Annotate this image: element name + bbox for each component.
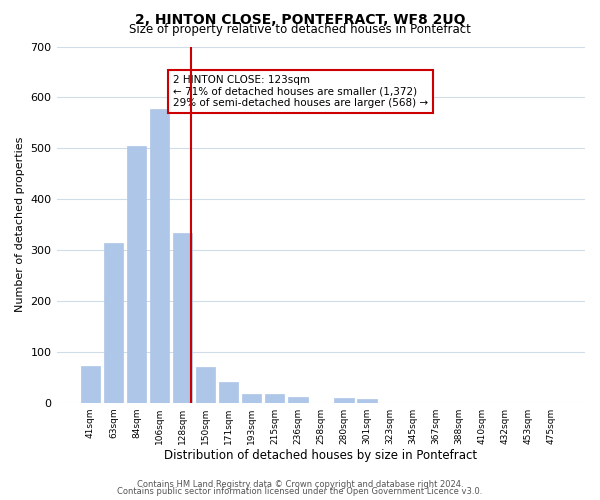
Bar: [149, 109, 169, 403]
Bar: [219, 382, 238, 402]
Bar: [357, 399, 377, 402]
Bar: [196, 367, 215, 402]
Bar: [80, 366, 100, 403]
Bar: [242, 394, 262, 402]
Bar: [334, 398, 353, 402]
Text: Contains HM Land Registry data © Crown copyright and database right 2024.: Contains HM Land Registry data © Crown c…: [137, 480, 463, 489]
Bar: [127, 146, 146, 402]
Y-axis label: Number of detached properties: Number of detached properties: [15, 137, 25, 312]
X-axis label: Distribution of detached houses by size in Pontefract: Distribution of detached houses by size …: [164, 450, 478, 462]
Bar: [173, 234, 193, 402]
Text: Contains public sector information licensed under the Open Government Licence v3: Contains public sector information licen…: [118, 487, 482, 496]
Bar: [104, 244, 123, 402]
Text: Size of property relative to detached houses in Pontefract: Size of property relative to detached ho…: [129, 22, 471, 36]
Bar: [265, 394, 284, 402]
Bar: [288, 396, 308, 402]
Text: 2 HINTON CLOSE: 123sqm
← 71% of detached houses are smaller (1,372)
29% of semi-: 2 HINTON CLOSE: 123sqm ← 71% of detached…: [173, 75, 428, 108]
Text: 2, HINTON CLOSE, PONTEFRACT, WF8 2UQ: 2, HINTON CLOSE, PONTEFRACT, WF8 2UQ: [135, 12, 465, 26]
